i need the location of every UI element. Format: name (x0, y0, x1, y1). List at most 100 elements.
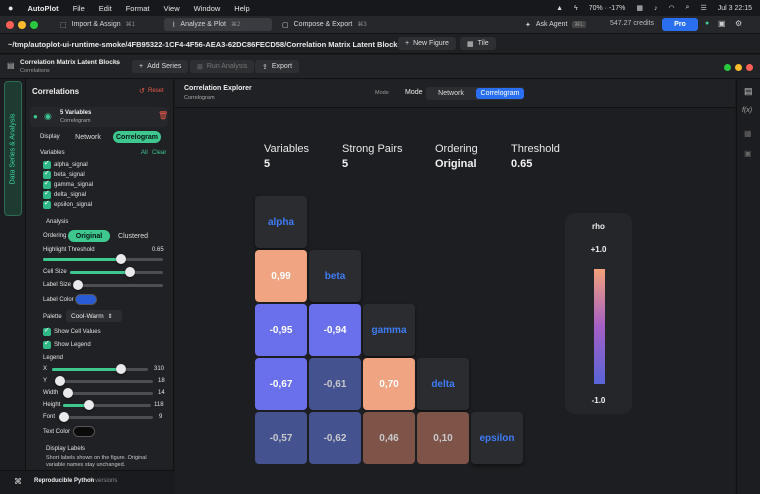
tile-button[interactable]: ▦ Tile (460, 37, 496, 50)
menu-edit[interactable]: Edit (98, 3, 112, 13)
correlation-cell-gamma-alpha[interactable]: -0,95 (255, 304, 307, 356)
inspector-icon[interactable]: ▤ (744, 86, 753, 96)
menu-format[interactable]: Format (125, 3, 150, 13)
new-figure-button[interactable]: + New Figure (398, 37, 456, 50)
apple-icon[interactable]: ● (8, 3, 14, 13)
edit-title-icon[interactable]: ✎ (113, 60, 119, 67)
minimize-window-button[interactable] (18, 21, 26, 29)
palette-dropdown[interactable]: Cool-Warm ⇕ (66, 310, 122, 322)
legend-width-slider[interactable] (62, 388, 153, 398)
slider-knob[interactable] (125, 267, 136, 277)
display-network[interactable]: Network (75, 133, 101, 141)
slider-knob[interactable] (73, 280, 84, 290)
label-size-slider[interactable] (73, 280, 163, 290)
slider-knob[interactable] (58, 412, 69, 422)
visibility-icon[interactable]: ◉ (44, 111, 52, 121)
slider-knob[interactable] (116, 254, 126, 264)
bolt-icon[interactable]: ϟ (574, 4, 578, 12)
diagonal-label-epsilon[interactable]: epsilon (471, 412, 523, 464)
checkbox-epsilon-signal[interactable] (43, 199, 51, 209)
table-icon[interactable]: ▦ (744, 129, 752, 138)
stat-threshold-value: 0.65 (511, 158, 533, 170)
correlation-cell-delta-gamma[interactable]: 0,70 (363, 358, 415, 410)
search-icon[interactable]: ⌕ (685, 4, 690, 11)
correlation-cell-beta-alpha[interactable]: 0,99 (255, 250, 307, 302)
legend-height-slider[interactable] (63, 400, 151, 410)
menu-window[interactable]: Window (193, 3, 221, 13)
diagonal-label-gamma[interactable]: gamma (363, 304, 415, 356)
cell-size-slider[interactable] (70, 267, 163, 277)
series-card[interactable]: ● ◉ 5 Variables Correlogram 🗑 (30, 107, 168, 127)
tab-compose-export[interactable]: ▢ Compose & Export ⌘3 (274, 18, 384, 31)
correlation-cell-epsilon-gamma[interactable]: 0,46 (363, 412, 415, 464)
select-all-button[interactable]: All (141, 150, 148, 156)
python-title[interactable]: Reproducible Python (34, 478, 95, 484)
correlation-cell-epsilon-alpha[interactable]: -0,57 (255, 412, 307, 464)
layers-icon[interactable]: ▣ (744, 149, 752, 158)
correlation-cell-epsilon-delta[interactable]: 0,10 (417, 412, 469, 464)
function-icon[interactable]: f(x) (742, 107, 753, 114)
battery-status[interactable]: 70% · -17% (588, 4, 626, 12)
checkbox-gamma-signal[interactable] (43, 179, 51, 189)
tab-import-assign[interactable]: ⬚ Import & Assign ⌘1 (52, 18, 162, 31)
add-series-button[interactable]: + Add Series (132, 60, 189, 73)
diagonal-label-beta[interactable]: beta (309, 250, 361, 302)
layout-icon[interactable]: ▣ (718, 19, 726, 28)
zoom-window-button[interactable] (30, 21, 38, 29)
slider-knob[interactable] (116, 364, 127, 374)
control-center-icon[interactable]: ☰ (700, 5, 707, 12)
mode-correlogram[interactable]: Correlogram (476, 88, 524, 99)
diagonal-label-delta[interactable]: delta (417, 358, 469, 410)
tab-analyze-plot[interactable]: ⌇ Analyze & Plot ⌘2 (164, 18, 272, 31)
correlation-cell-delta-alpha[interactable]: -0,67 (255, 358, 307, 410)
display-correlogram[interactable]: Correlogram (113, 131, 161, 143)
panel-dot-yellow[interactable] (735, 64, 742, 71)
wifi-icon[interactable]: ◠ (668, 5, 675, 12)
checkbox-show-legend[interactable] (43, 339, 51, 349)
label-color-swatch[interactable] (75, 294, 97, 305)
export-button[interactable]: ⇪ Export (255, 60, 300, 73)
run-analysis-button[interactable]: ⊞ Run Analysis (190, 60, 255, 73)
reset-icon[interactable]: ↺ (139, 88, 145, 95)
menu-help[interactable]: Help (234, 3, 250, 13)
sidebar-toggle-icon[interactable]: ▤ (7, 61, 15, 70)
legend-x-slider[interactable] (52, 364, 148, 374)
menu-file[interactable]: File (72, 3, 85, 13)
panel-dot-green[interactable] (724, 64, 731, 71)
ask-agent-button[interactable]: ✦ Ask Agent ⌘L (517, 18, 597, 31)
ordering-clustered[interactable]: Clustered (118, 232, 148, 240)
correlation-cell-epsilon-beta[interactable]: -0,62 (309, 412, 361, 464)
correlation-cell-delta-beta[interactable]: -0,61 (309, 358, 361, 410)
ordering-original[interactable]: Original (68, 230, 110, 242)
music-icon[interactable]: ♪ (653, 4, 658, 12)
slider-knob[interactable] (84, 400, 95, 410)
highlight-threshold-slider[interactable] (43, 254, 163, 264)
clear-button[interactable]: Clear (152, 150, 167, 156)
clock[interactable]: Jul 3 22:15 (717, 4, 752, 12)
menu-view[interactable]: View (163, 3, 180, 13)
checkbox-show-cell-values[interactable] (43, 326, 51, 336)
show-cell-values-label: Show Cell Values (54, 329, 101, 335)
slider-knob[interactable] (62, 388, 73, 398)
diagonal-label-alpha[interactable]: alpha (255, 196, 307, 248)
panel-dot-red[interactable] (746, 64, 753, 71)
close-window-button[interactable] (6, 21, 14, 29)
legend-font-slider[interactable] (58, 412, 153, 422)
checkbox-alpha-signal[interactable] (43, 159, 51, 169)
notification-icon[interactable]: ▲ (556, 4, 564, 12)
menu-app[interactable]: AutoPlot (27, 3, 59, 13)
delete-icon[interactable]: 🗑 (158, 111, 169, 120)
mode-network[interactable]: Network (438, 90, 464, 97)
correlation-cell-gamma-beta[interactable]: -0,94 (309, 304, 361, 356)
text-color-swatch[interactable] (73, 426, 95, 437)
checkbox-beta-signal[interactable] (43, 169, 51, 179)
reset-button[interactable]: Reset (148, 88, 164, 94)
plan-badge[interactable]: Pro (662, 18, 698, 31)
grid-icon[interactable]: ▦ (636, 5, 643, 12)
checkbox-delta-signal[interactable] (43, 189, 51, 199)
legend-y-slider[interactable] (54, 376, 153, 386)
settings-icon[interactable]: ⚙ (735, 19, 743, 28)
python-icon[interactable]: ⌘ (14, 477, 22, 486)
rail-tab-data-series[interactable]: Data Series & Analysis (4, 81, 22, 216)
slider-knob[interactable] (54, 376, 65, 386)
